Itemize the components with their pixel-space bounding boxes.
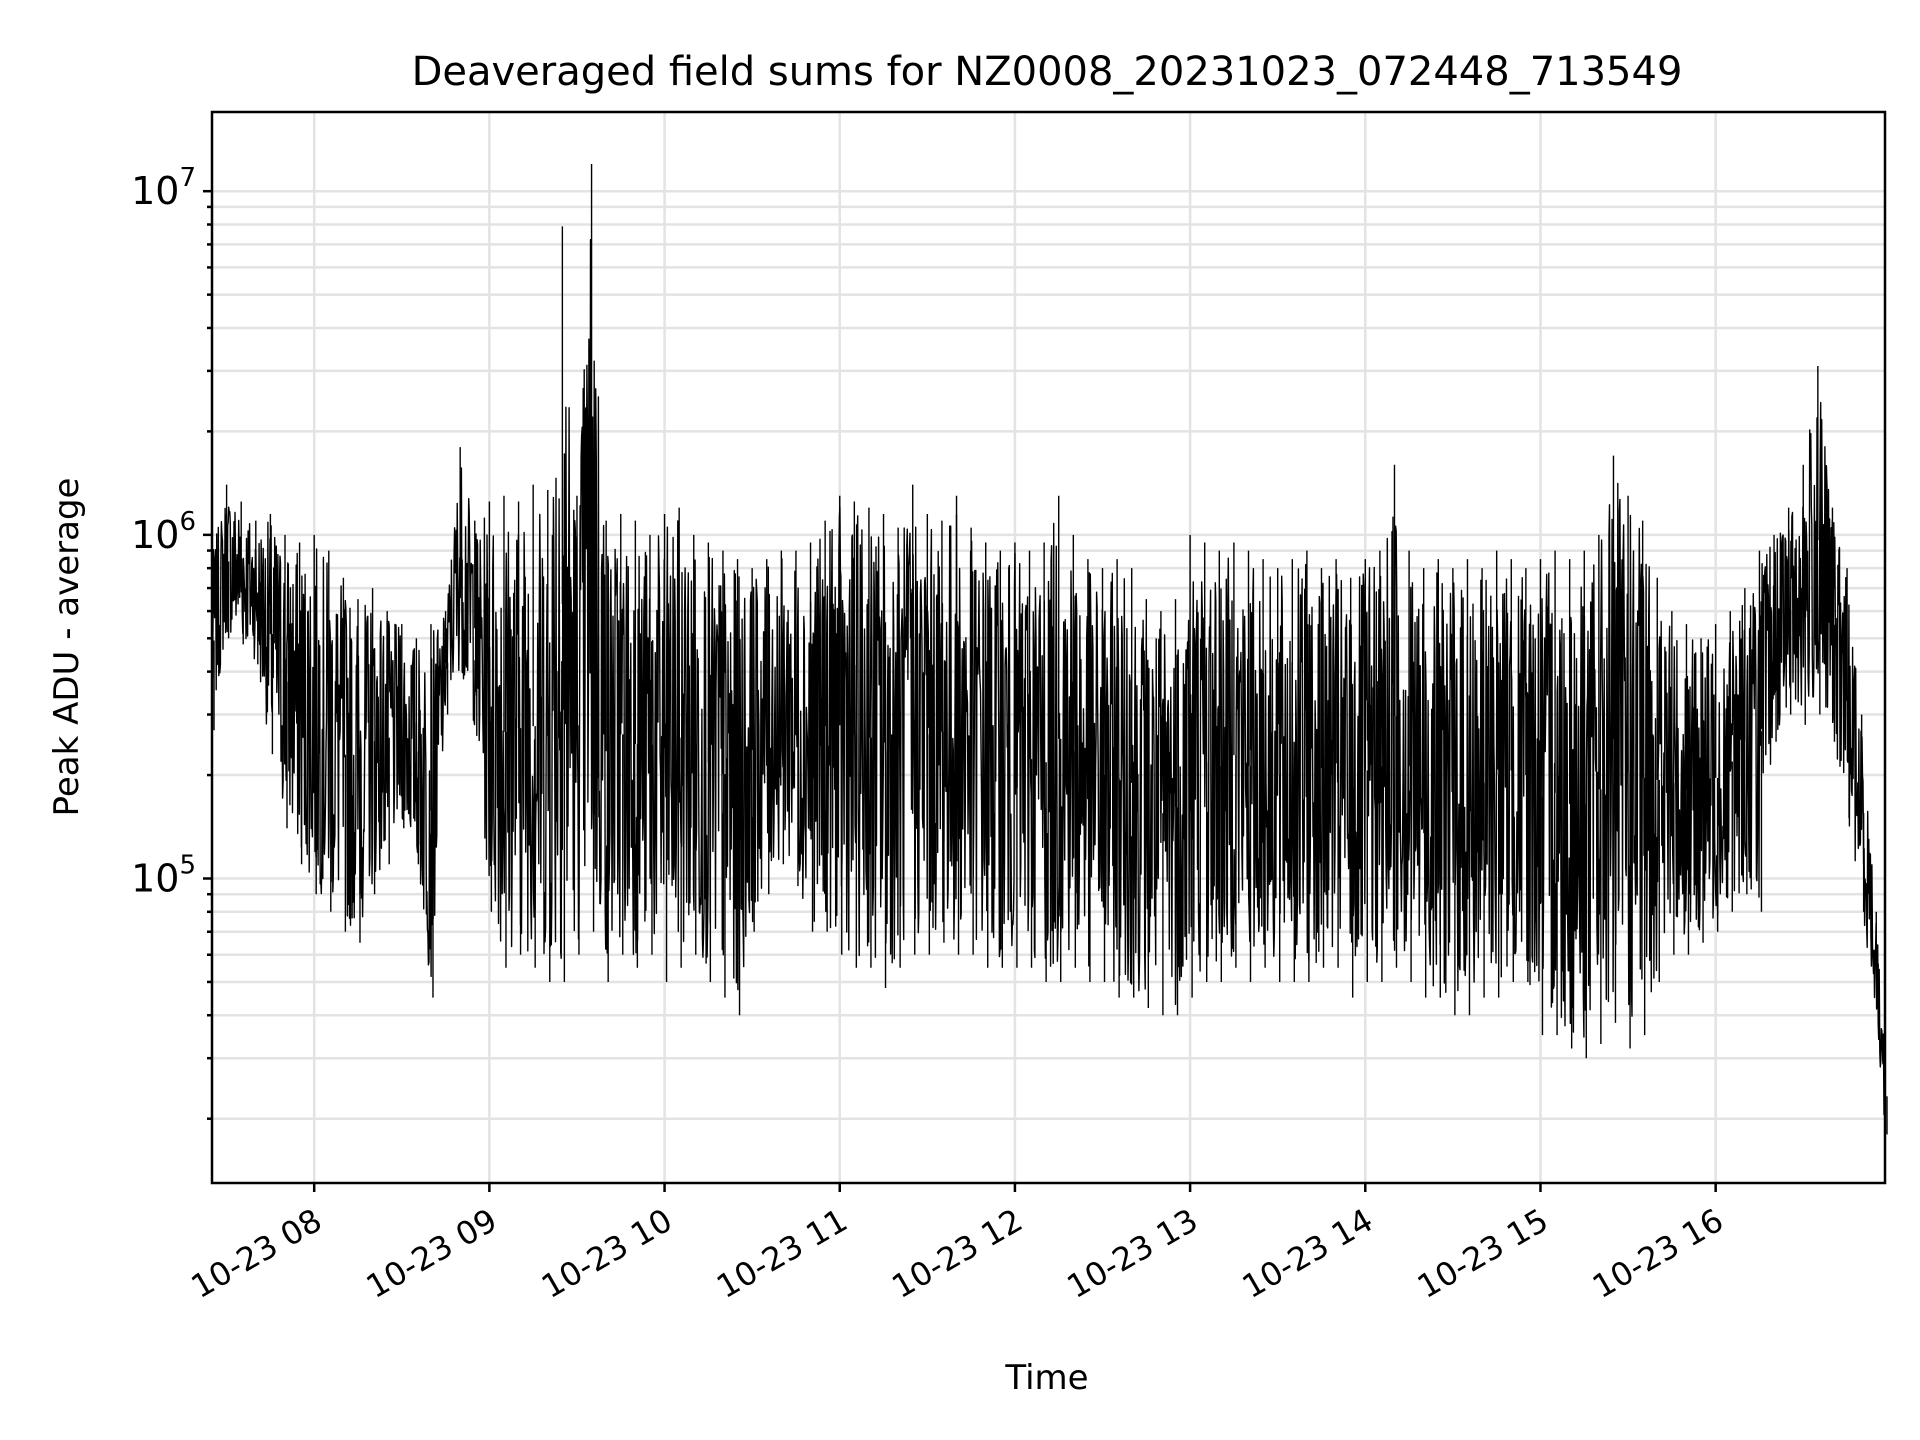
y-tick-label: 106	[131, 507, 196, 557]
y-axis-label: Peak ADU - average	[47, 478, 87, 817]
x-tick-label: 10-23 16	[1586, 1201, 1730, 1306]
x-tick-label: 10-23 14	[1236, 1201, 1380, 1306]
x-tick-label: 10-23 11	[710, 1201, 854, 1306]
x-tick-label: 10-23 12	[885, 1201, 1029, 1306]
x-tick-label: 10-23 09	[360, 1201, 504, 1306]
x-tick-label: 10-23 15	[1411, 1201, 1555, 1306]
y-tick-label: 105	[131, 851, 196, 901]
chart-title: Deaveraged field sums for NZ0008_2023102…	[412, 49, 1683, 95]
x-tick-label: 10-23 10	[535, 1201, 679, 1306]
x-axis-label: Time	[1004, 1358, 1088, 1398]
y-tick-label: 107	[131, 163, 196, 213]
plot-frame	[210, 110, 1887, 1185]
x-tick-label: 10-23 13	[1061, 1201, 1205, 1306]
x-tick-label: 10-23 08	[185, 1201, 329, 1306]
series-group	[211, 163, 1888, 1135]
series-line	[211, 239, 1886, 1127]
